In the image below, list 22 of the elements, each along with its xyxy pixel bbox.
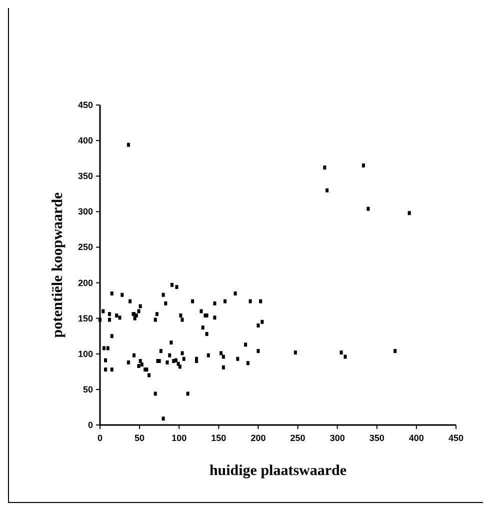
x-tick-label: 100 — [172, 433, 187, 443]
y-tick-label: 250 — [78, 242, 93, 252]
y-tick-label: 300 — [78, 206, 93, 217]
y-tick-label: 400 — [78, 136, 93, 146]
y-tick-label: 200 — [78, 278, 93, 288]
y-tick-label: 50 — [82, 384, 93, 394]
y-tick-label: 100 — [78, 348, 93, 359]
x-tick-label: 400 — [408, 433, 424, 443]
x-tick-label: 350 — [369, 433, 384, 443]
x-tick-label: 50 — [134, 433, 145, 443]
x-tick-label: 0 — [97, 433, 103, 443]
x-tick-label: 450 — [448, 433, 464, 443]
x-tick-label: 300 — [330, 433, 345, 443]
y-tick-label: 0 — [88, 420, 93, 430]
x-tick-label: 150 — [211, 433, 226, 443]
x-axis-title: huidige plaatswaarde — [209, 463, 347, 479]
y-axis-title: potentiële koopwaarde — [50, 192, 66, 338]
x-tick-label: 250 — [290, 433, 306, 443]
y-tick-label: 350 — [78, 171, 93, 182]
y-tick-label: 450 — [78, 100, 93, 110]
y-tick-label: 150 — [78, 313, 93, 324]
x-tick-label: 200 — [250, 433, 266, 443]
